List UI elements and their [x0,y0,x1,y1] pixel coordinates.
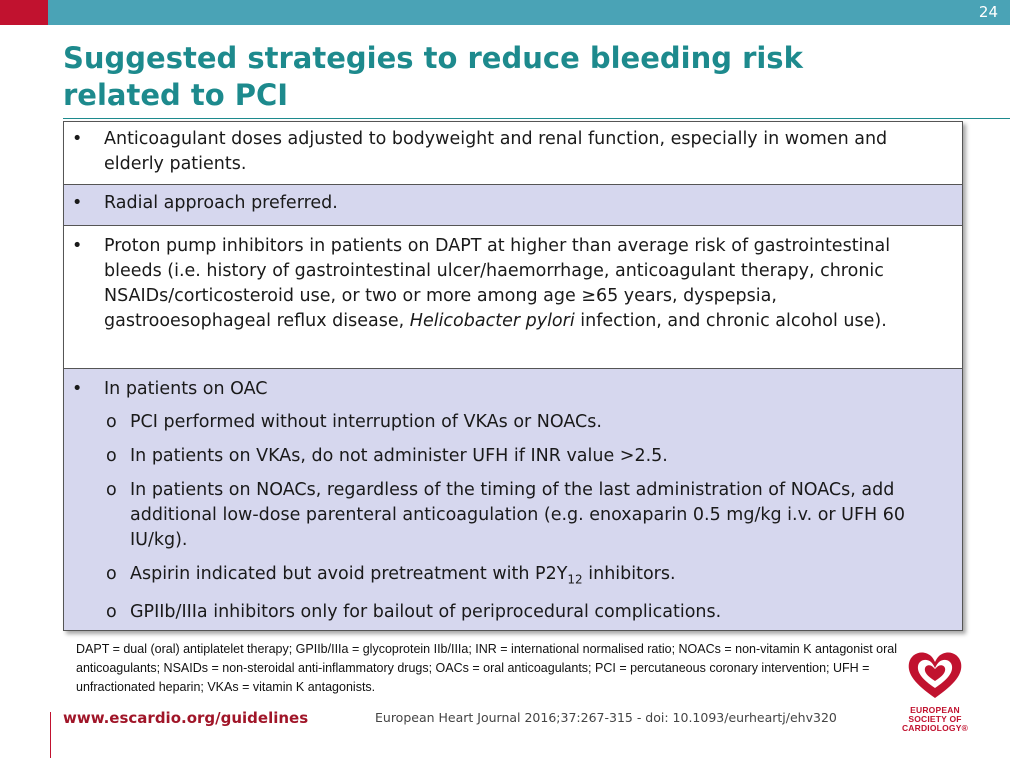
bullet: • [72,193,83,213]
strategies-table: • Anticoagulant doses adjusted to bodywe… [63,121,963,631]
guidelines-link[interactable]: www.escardio.org/guidelines [63,709,309,727]
sub-item-text: inhibitors. [582,564,676,584]
row-text: In patients on OAC [104,379,268,399]
bullet: • [72,129,83,149]
sub-item: o In patients on NOACs, regardless of th… [106,478,948,553]
heart-logo-icon [908,652,962,698]
row-text-part: infection, and chronic alcohol use). [574,311,887,331]
sub-marker: o [106,601,117,622]
sub-item-text: GPIIb/IIIa inhibitors only for bailout o… [130,601,722,622]
table-row: • Proton pump inhibitors in patients on … [64,225,962,368]
header-accent [0,0,48,25]
sub-marker: o [106,564,117,584]
sub-marker: o [106,480,117,500]
bullet: • [72,236,83,256]
header-bar [0,0,1010,25]
sub-item: o Aspirin indicated but avoid pretreatme… [106,562,948,593]
table-row: • Anticoagulant doses adjusted to bodywe… [64,122,962,184]
sub-item-text: In patients on NOACs, regardless of the … [130,480,906,550]
row-text: Proton pump inhibitors in patients on DA… [104,234,948,334]
esc-logo: EUROPEAN SOCIETY OF CARDIOLOGY® [900,648,970,738]
abbreviations-footnote: DAPT = dual (oral) antiplatelet therapy;… [76,642,898,694]
sub-item-text: In patients on VKAs, do not administer U… [130,446,668,466]
footer-divider [50,712,51,758]
title-divider [63,118,1010,119]
logo-text-line: SOCIETY OF [908,714,962,724]
table-row: • In patients on OAC o PCI performed wit… [64,368,962,630]
row-text-italic: Helicobacter pylori [409,311,575,331]
logo-text-line: CARDIOLOGY® [901,723,969,733]
slide-number: 24 [978,3,998,21]
row-text: Radial approach preferred. [104,193,338,213]
subscript: 12 [567,572,583,587]
sub-item: o In patients on VKAs, do not administer… [106,444,948,469]
sub-marker: o [106,412,117,432]
sub-marker: o [106,446,117,466]
journal-citation: European Heart Journal 2016;37:267-315 -… [375,710,837,725]
row-text-part: Proton pump inhibitors in patients on DA… [104,236,891,331]
sub-item: o GPIIb/IIIa inhibitors only for bailout… [106,600,948,625]
bullet: • [72,379,83,399]
sub-item-text: PCI performed without interruption of VK… [130,412,602,432]
table-row: • Radial approach preferred. [64,184,962,225]
sub-item: o PCI performed without interruption of … [106,410,948,435]
slide-title: Suggested strategies to reduce bleeding … [63,41,803,112]
logo-text-line: EUROPEAN [910,705,960,715]
sub-item-text: Aspirin indicated but avoid pretreatment… [130,564,568,584]
row-text: Anticoagulant doses adjusted to bodyweig… [104,129,888,174]
